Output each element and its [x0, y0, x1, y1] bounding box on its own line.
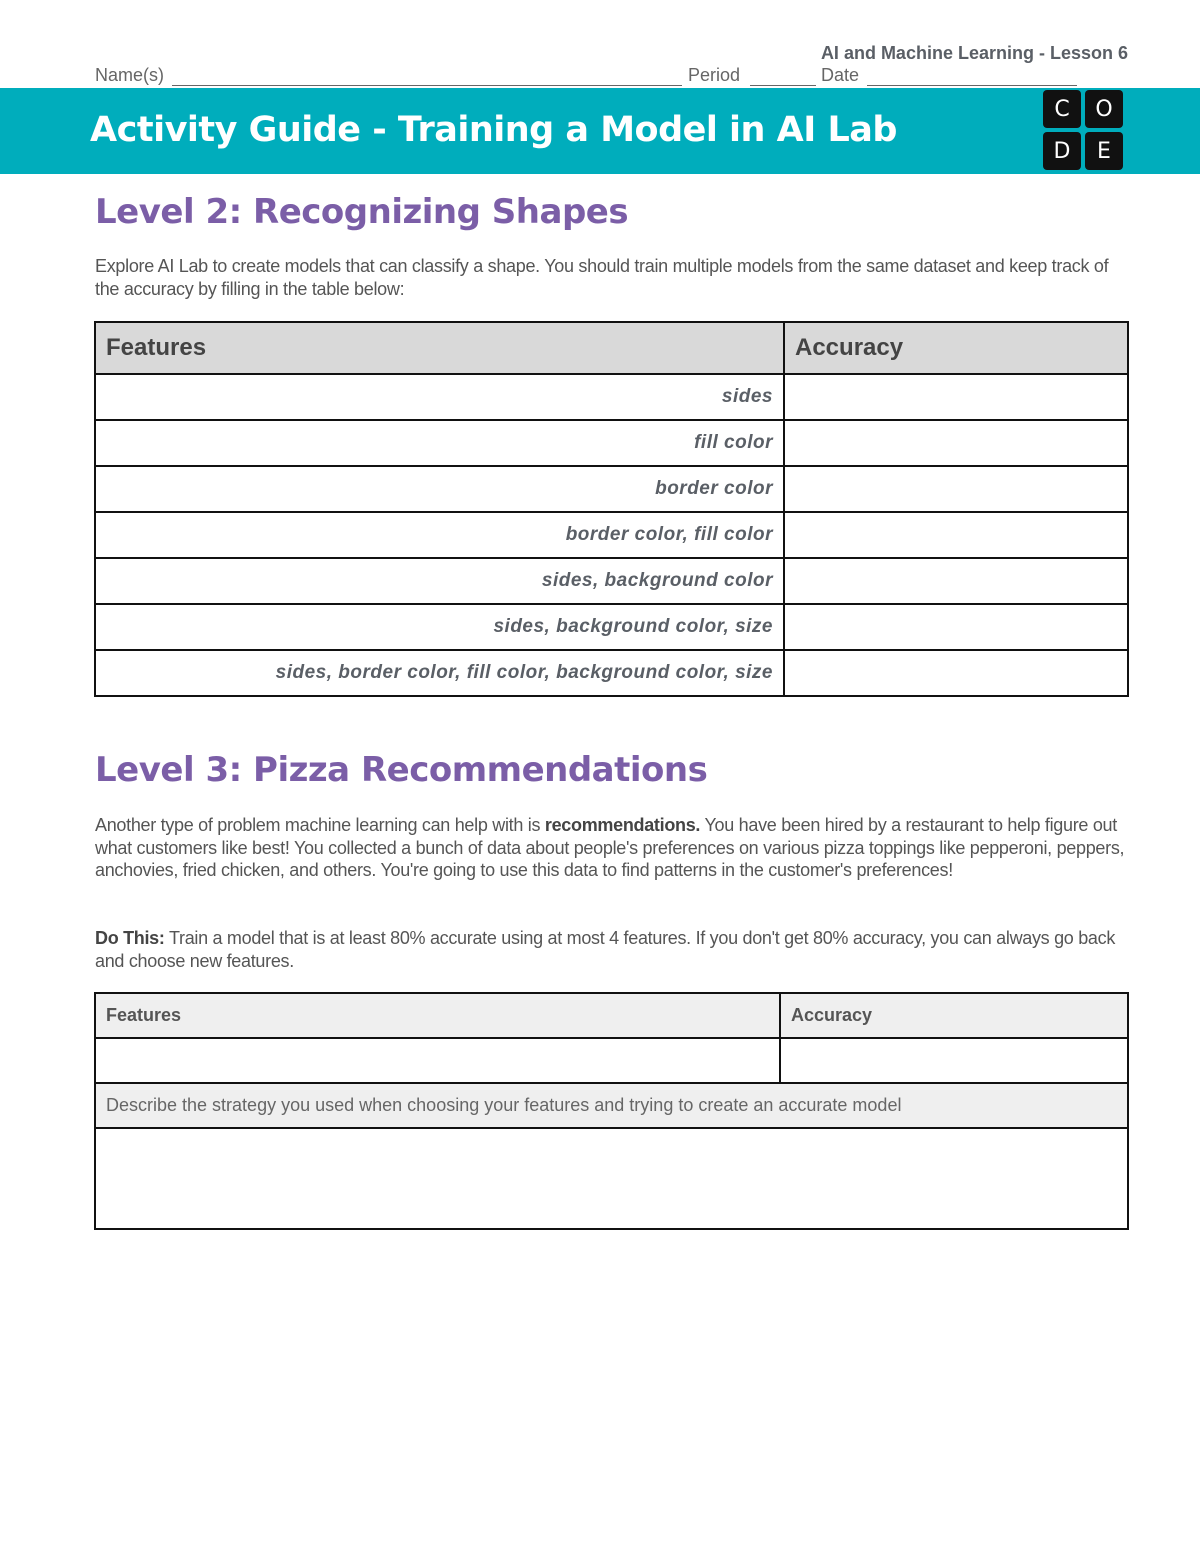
features-header: Features [94, 992, 781, 1039]
date-field[interactable] [867, 85, 1077, 86]
accuracy-cell[interactable] [783, 649, 1129, 697]
do-this-text: Train a model that is at least 80% accur… [95, 928, 1116, 971]
accuracy-header: Accuracy [779, 992, 1129, 1039]
intro-text: Another type of problem machine learning… [95, 815, 545, 835]
page-title: Activity Guide - Training a Model in AI … [90, 110, 897, 150]
level3-table: Features Accuracy Describe the strategy y… [94, 992, 1129, 1230]
name-label: Name(s) [95, 65, 165, 85]
level2-intro: Explore AI Lab to create models that can… [95, 256, 1109, 299]
do-this-label: Do This: [95, 928, 165, 948]
name-field[interactable] [172, 85, 682, 86]
table-row: sides, border color, fill color, backgro… [94, 649, 1129, 697]
level3-heading: Level 3: Pizza Recommendations [95, 750, 708, 790]
features-cell: border color [94, 465, 785, 513]
features-cell: sides, background color [94, 557, 785, 605]
logo-letter: E [1085, 132, 1123, 170]
table-row: fill color [94, 419, 1129, 467]
table-row: border color, fill color [94, 511, 1129, 559]
features-header: Features [94, 321, 785, 375]
level2-table: Features Accuracy sides fill color border… [94, 321, 1129, 697]
do-this-instructions: Do This: Train a model that is at least … [95, 927, 1135, 972]
lesson-label: AI and Machine Learning - Lesson 6 [820, 43, 1128, 63]
title-banner [0, 88, 1200, 174]
period-label: Period [688, 65, 741, 85]
strategy-prompt: Describe the strategy you used when choo… [94, 1082, 1129, 1129]
level2-heading: Level 2: Recognizing Shapes [95, 192, 629, 232]
accuracy-input-cell[interactable] [779, 1037, 1129, 1084]
features-cell: border color, fill color [94, 511, 785, 559]
features-cell: sides, background color, size [94, 603, 785, 651]
features-cell: sides, border color, fill color, backgro… [94, 649, 785, 697]
table-row: sides [94, 373, 1129, 421]
strategy-answer-cell[interactable] [94, 1127, 1129, 1230]
period-field[interactable] [750, 85, 816, 86]
table-row: sides, background color [94, 557, 1129, 605]
date-label: Date [821, 65, 860, 85]
table-row: border color [94, 465, 1129, 513]
accuracy-cell[interactable] [783, 465, 1129, 513]
accuracy-cell[interactable] [783, 603, 1129, 651]
accuracy-cell[interactable] [783, 511, 1129, 559]
features-cell: fill color [94, 419, 785, 467]
level3-intro: Another type of problem machine learning… [95, 814, 1135, 882]
accuracy-cell[interactable] [783, 373, 1129, 421]
features-input-cell[interactable] [94, 1037, 781, 1084]
logo-letter: O [1085, 90, 1123, 128]
table-row: sides, background color, size [94, 603, 1129, 651]
accuracy-cell[interactable] [783, 419, 1129, 467]
intro-text: You have been hired by a restaurant to h… [95, 815, 1125, 880]
logo-letter: D [1043, 132, 1081, 170]
accuracy-header: Accuracy [783, 321, 1129, 375]
logo-letter: C [1043, 90, 1081, 128]
intro-bold: recommendations. [544, 815, 701, 835]
accuracy-cell[interactable] [783, 557, 1129, 605]
features-cell: sides [94, 373, 785, 421]
